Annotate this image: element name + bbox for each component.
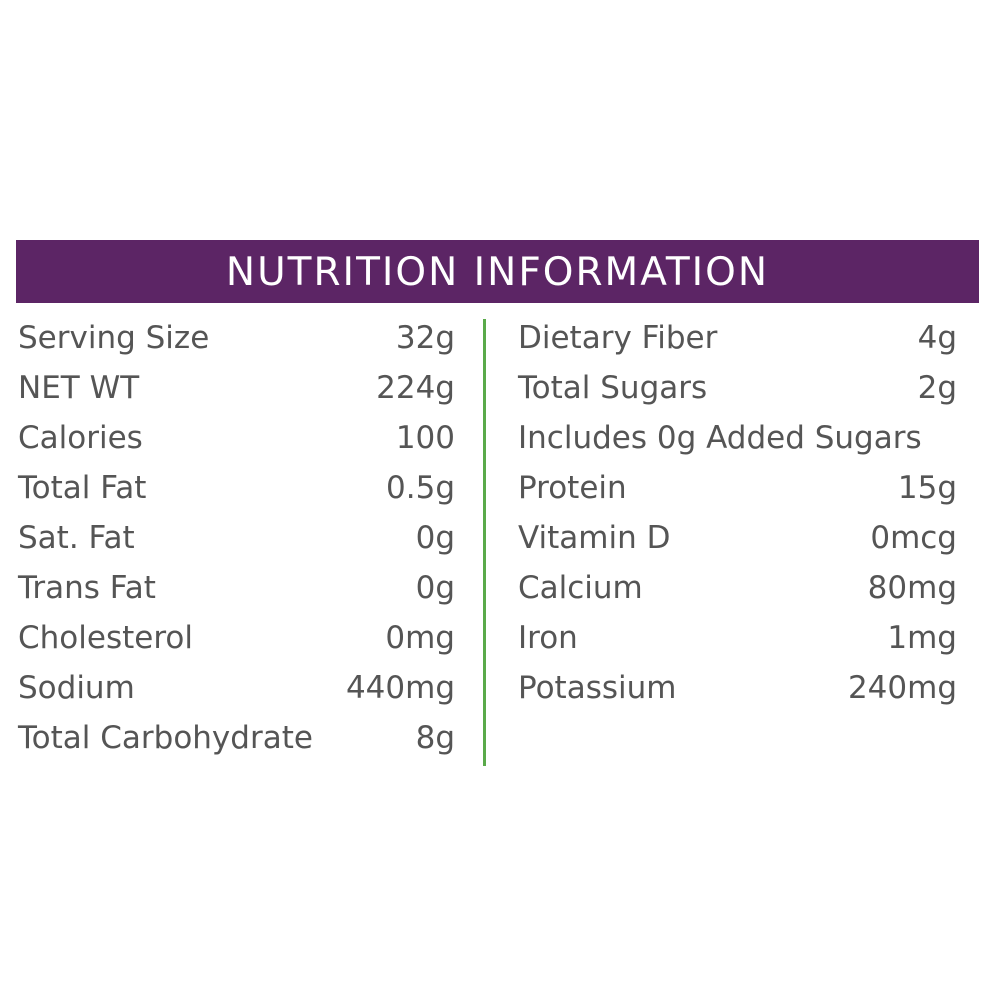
header-bar: NUTRITION INFORMATION: [16, 240, 979, 303]
nutrient-label: Protein: [518, 470, 627, 506]
nutrient-value: 32g: [395, 320, 455, 356]
nutrient-value: 8g: [415, 720, 455, 756]
nutrient-value: 2g: [917, 370, 957, 406]
nutrient-row-cholesterol: Cholesterol 0mg: [18, 613, 455, 663]
nutrient-row-sat-fat: Sat. Fat 0g: [18, 513, 455, 563]
nutrient-row-total-fat: Total Fat 0.5g: [18, 463, 455, 513]
nutrient-row-added-sugars: Includes 0g Added Sugars: [518, 413, 957, 463]
column-divider: [483, 319, 486, 766]
header-title: NUTRITION INFORMATION: [225, 250, 770, 295]
nutrient-value: 0g: [415, 520, 455, 556]
left-column: Serving Size 32g NET WT 224g Calories 10…: [18, 313, 455, 763]
nutrient-row-serving-size: Serving Size 32g: [18, 313, 455, 363]
nutrient-label: Sat. Fat: [18, 520, 135, 556]
nutrient-row-iron: Iron 1mg: [518, 613, 957, 663]
nutrient-value: 0.5g: [386, 470, 455, 506]
nutrient-label: Total Carbohydrate: [18, 720, 313, 756]
nutrient-value: 0mg: [385, 620, 455, 656]
nutrient-row-calories: Calories 100: [18, 413, 455, 463]
nutrient-label: Dietary Fiber: [518, 320, 718, 356]
nutrient-label: Total Sugars: [518, 370, 708, 406]
nutrient-label: Cholesterol: [18, 620, 193, 656]
nutrient-row-vitamin-d: Vitamin D 0mcg: [518, 513, 957, 563]
nutrient-label: Calories: [18, 420, 143, 456]
nutrient-label: Potassium: [518, 670, 677, 706]
nutrient-label: Vitamin D: [518, 520, 671, 556]
nutrient-row-dietary-fiber: Dietary Fiber 4g: [518, 313, 957, 363]
nutrient-label: Calcium: [518, 570, 643, 606]
nutrient-value: 15g: [897, 470, 957, 506]
nutrient-value: 0g: [415, 570, 455, 606]
nutrient-value: 224g: [376, 370, 455, 406]
nutrient-row-trans-fat: Trans Fat 0g: [18, 563, 455, 613]
nutrient-label: Sodium: [18, 670, 135, 706]
nutrient-value: 1mg: [887, 620, 957, 656]
nutrition-table: Serving Size 32g NET WT 224g Calories 10…: [16, 303, 979, 773]
nutrient-value: 0mcg: [870, 520, 957, 556]
nutrient-value: 80mg: [867, 570, 957, 606]
nutrient-row-calcium: Calcium 80mg: [518, 563, 957, 613]
nutrient-row-total-carbohydrate: Total Carbohydrate 8g: [18, 713, 455, 763]
nutrient-row-sodium: Sodium 440mg: [18, 663, 455, 713]
nutrient-value: 4g: [917, 320, 957, 356]
nutrient-label: Serving Size: [18, 320, 210, 356]
right-column: Dietary Fiber 4g Total Sugars 2g Include…: [518, 313, 957, 713]
nutrient-label: Trans Fat: [18, 570, 156, 606]
nutrient-row-net-wt: NET WT 224g: [18, 363, 455, 413]
nutrient-label: NET WT: [18, 370, 140, 406]
nutrient-value: 240mg: [847, 670, 957, 706]
nutrient-row-total-sugars: Total Sugars 2g: [518, 363, 957, 413]
nutrient-label: Includes 0g Added Sugars: [518, 420, 922, 456]
nutrient-label: Total Fat: [18, 470, 147, 506]
nutrient-row-protein: Protein 15g: [518, 463, 957, 513]
nutrient-value: 100: [395, 420, 455, 456]
nutrition-panel: NUTRITION INFORMATION Serving Size 32g N…: [16, 240, 979, 773]
nutrient-label: Iron: [518, 620, 578, 656]
nutrient-row-potassium: Potassium 240mg: [518, 663, 957, 713]
nutrient-value: 440mg: [345, 670, 455, 706]
